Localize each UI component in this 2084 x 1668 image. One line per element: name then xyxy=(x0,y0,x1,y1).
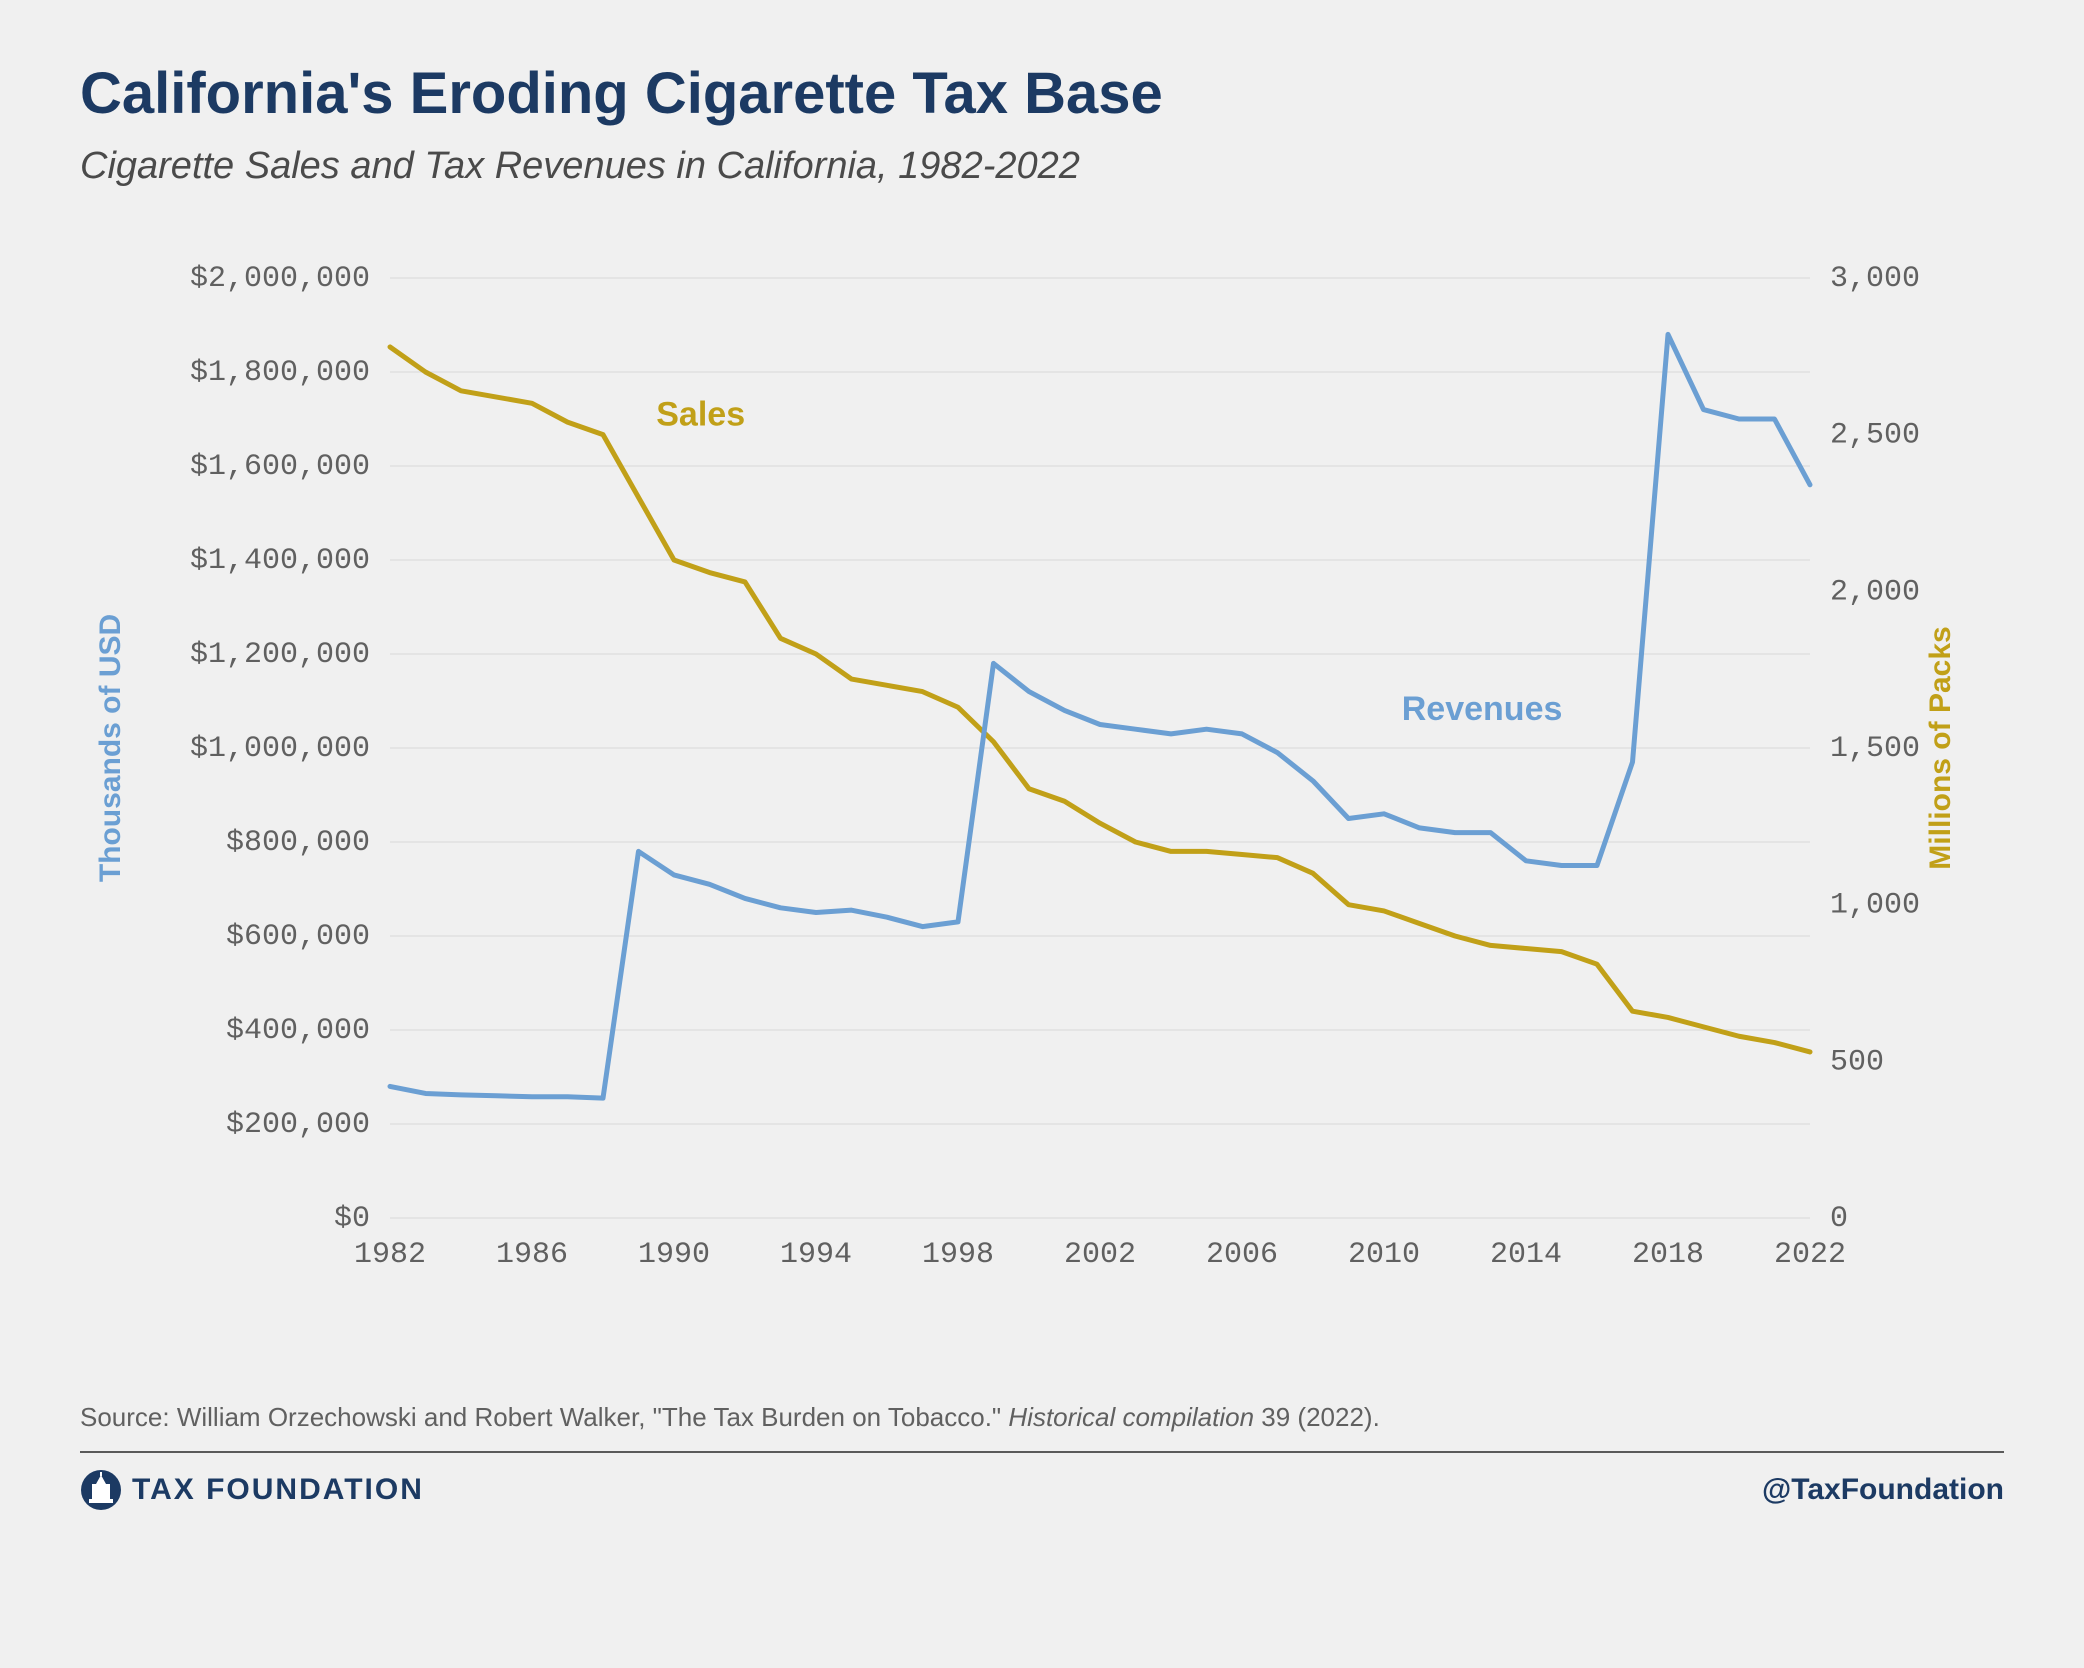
svg-text:$1,000,000: $1,000,000 xyxy=(190,732,370,766)
svg-text:2022: 2022 xyxy=(1774,1238,1846,1272)
chart-subtitle: Cigarette Sales and Tax Revenues in Cali… xyxy=(80,145,2004,188)
svg-text:2006: 2006 xyxy=(1206,1238,1278,1272)
capitol-icon xyxy=(80,1469,122,1511)
svg-text:Thousands of USD: Thousands of USD xyxy=(94,614,127,882)
chart-title: California's Eroding Cigarette Tax Base xyxy=(80,60,2004,127)
svg-text:500: 500 xyxy=(1830,1045,1884,1079)
svg-text:1986: 1986 xyxy=(496,1238,568,1272)
line-chart-svg: $0 $200,000 $400,000 $600,000 $800,000 $1,000… xyxy=(80,238,1980,1358)
svg-text:3,000: 3,000 xyxy=(1830,262,1920,296)
svg-text:1,500: 1,500 xyxy=(1830,732,1920,766)
svg-text:Millions of Packs: Millions of Packs xyxy=(1924,626,1957,869)
svg-text:2010: 2010 xyxy=(1348,1238,1420,1272)
svg-text:1982: 1982 xyxy=(354,1238,426,1272)
svg-text:$2,000,000: $2,000,000 xyxy=(190,262,370,296)
svg-text:$1,800,000: $1,800,000 xyxy=(190,356,370,390)
svg-text:2002: 2002 xyxy=(1064,1238,1136,1272)
svg-text:2018: 2018 xyxy=(1632,1238,1704,1272)
svg-text:0: 0 xyxy=(1830,1202,1848,1236)
svg-text:1,000: 1,000 xyxy=(1830,889,1920,923)
svg-text:Sales: Sales xyxy=(656,395,745,433)
svg-text:2014: 2014 xyxy=(1490,1238,1562,1272)
svg-text:$200,000: $200,000 xyxy=(226,1108,370,1142)
svg-text:$0: $0 xyxy=(334,1202,370,1236)
svg-text:$400,000: $400,000 xyxy=(226,1014,370,1048)
source-citation: Source: William Orzechowski and Robert W… xyxy=(80,1402,2004,1451)
brand-logo: TAX FOUNDATION xyxy=(80,1469,424,1511)
svg-text:1998: 1998 xyxy=(922,1238,994,1272)
source-text-prefix: Source: William Orzechowski and Robert W… xyxy=(80,1402,1008,1432)
svg-text:$1,200,000: $1,200,000 xyxy=(190,638,370,672)
chart-area: $0 $200,000 $400,000 $600,000 $800,000 $1,000… xyxy=(80,238,1980,1358)
svg-text:1994: 1994 xyxy=(780,1238,852,1272)
social-handle: @TaxFoundation xyxy=(1762,1473,2004,1507)
svg-text:$1,400,000: $1,400,000 xyxy=(190,544,370,578)
svg-text:$600,000: $600,000 xyxy=(226,920,370,954)
source-text-suffix: 39 (2022). xyxy=(1254,1402,1380,1432)
brand-name: TAX FOUNDATION xyxy=(132,1473,424,1507)
svg-text:1990: 1990 xyxy=(638,1238,710,1272)
svg-text:Revenues: Revenues xyxy=(1402,690,1563,728)
svg-text:$1,600,000: $1,600,000 xyxy=(190,450,370,484)
svg-text:2,000: 2,000 xyxy=(1830,575,1920,609)
svg-text:$800,000: $800,000 xyxy=(226,826,370,860)
source-text-italic: Historical compilation xyxy=(1008,1402,1254,1432)
svg-text:2,500: 2,500 xyxy=(1830,419,1920,453)
